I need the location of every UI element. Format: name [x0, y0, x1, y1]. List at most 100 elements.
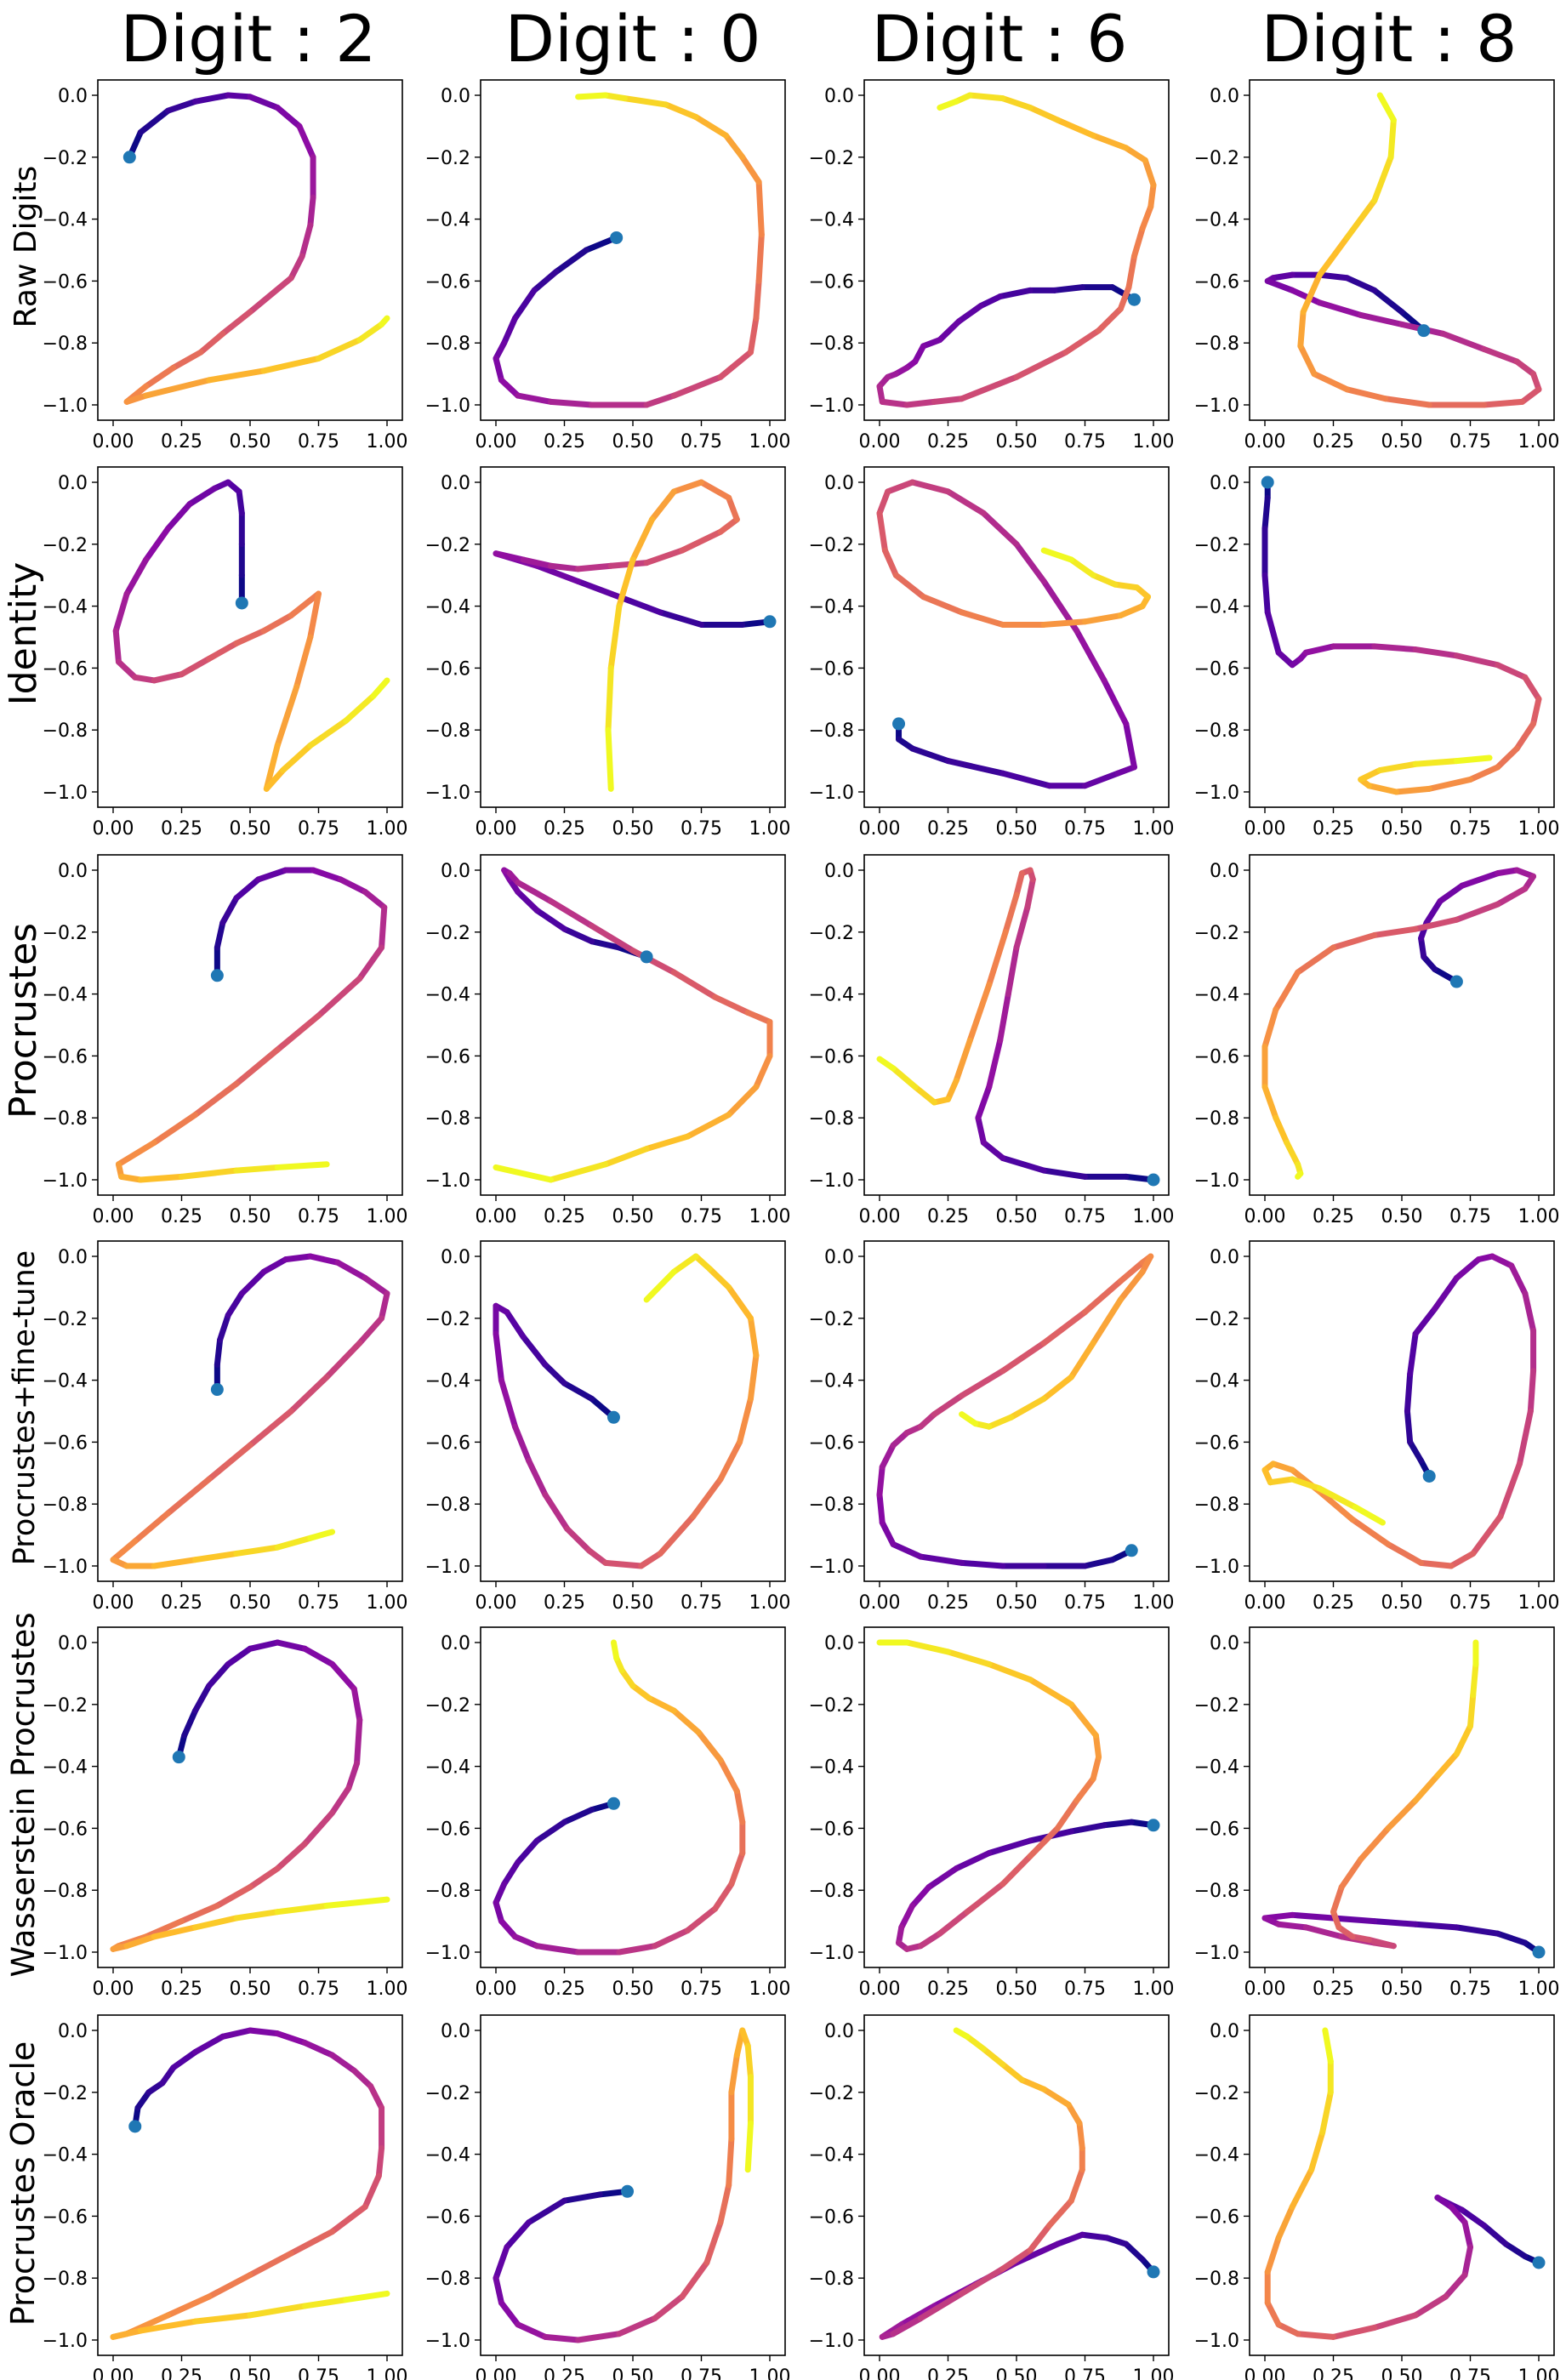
trajectory-segment [214, 920, 226, 951]
trajectory-segment [621, 95, 669, 108]
row-label-procrustes-fine-tune: Procrustes+fine-tune [8, 1250, 42, 1565]
x-tick-label: 1.00 [1133, 818, 1175, 840]
y-tick-label: −0.6 [1194, 271, 1239, 293]
trajectory-segment [186, 485, 218, 507]
x-tick-label: 0.50 [612, 818, 654, 840]
start-point-marker [610, 231, 624, 244]
trajectory-segment [533, 907, 567, 932]
trajectory-segment [274, 1534, 314, 1551]
x-tick-label: 0.25 [1313, 818, 1354, 840]
trajectory-segment [1295, 944, 1336, 976]
trajectory-segment [1495, 745, 1520, 771]
y-tick-label: −0.2 [809, 148, 854, 169]
trajectory-segment [1065, 2101, 1083, 2127]
trajectory-segment [498, 2299, 521, 2328]
y-tick-label: −0.8 [425, 1108, 470, 1130]
trajectory-segment [679, 2259, 710, 2300]
trajectory-segment [137, 1173, 185, 1183]
y-tick-label: −0.2 [425, 2083, 470, 2104]
trajectory-segment [753, 1052, 773, 1090]
trajectory-segment [1018, 2076, 1047, 2092]
trajectory-segment [909, 479, 951, 495]
y-tick-label: −0.2 [43, 923, 88, 944]
start-point-marker [128, 2120, 142, 2133]
trajectory-segment [1358, 311, 1405, 327]
trajectory-segment [931, 1392, 965, 1418]
trajectory-segment [959, 1559, 1006, 1569]
y-tick-label: −0.8 [809, 1881, 854, 1902]
y-tick-label: −0.4 [425, 2145, 470, 2166]
trajectory-segment [132, 1510, 171, 1545]
trajectory-segment [920, 594, 965, 616]
trajectory-segment [1344, 275, 1378, 293]
y-tick-label: −0.8 [1194, 2269, 1239, 2290]
start-point-marker [1449, 975, 1463, 988]
axes-frame [480, 79, 786, 421]
trajectory-segment [728, 2052, 740, 2096]
trajectory-segment [219, 895, 240, 926]
trajectory-segment [1470, 1660, 1479, 1699]
trajectory-segment [329, 2052, 357, 2074]
x-tick-label: 1.00 [1518, 1979, 1560, 2000]
y-tick-label: −0.2 [1194, 923, 1239, 944]
panel-procrustes-oracle-digit-6: 0.00 0.25 0.50 0.75 1.00 0.0 −0.2 −0.4 −0.6 −0.8 −… [809, 2014, 1174, 2380]
trajectory-segment [1027, 1825, 1061, 1859]
x-tick-label: 0.50 [996, 1979, 1038, 2000]
trajectory-segment [493, 550, 527, 563]
trajectory-segment [1040, 1374, 1074, 1402]
trajectory-segment [362, 2172, 382, 2210]
trajectory-segment [747, 315, 760, 356]
trajectory-segment [670, 969, 719, 1000]
start-point-marker [621, 2184, 635, 2198]
x-tick-label: 1.00 [749, 431, 791, 453]
trajectory-segment [301, 1809, 336, 1848]
trajectory-segment [151, 1112, 199, 1146]
y-tick-label: −0.4 [809, 985, 854, 1006]
x-tick-label: 0.75 [680, 1206, 722, 1227]
trajectory-segment [1330, 931, 1378, 951]
panel-procrustes-fine-tune-digit-2: 0.00 0.25 0.50 0.75 1.00 0.0 −0.2 −0.4 −0.6 −0.8 −… [43, 1240, 407, 1614]
trajectory-segment [1322, 2027, 1334, 2064]
panel-procrustes-oracle-digit-0: 0.00 0.25 0.50 0.75 1.00 0.0 −0.2 −0.4 −0.6 −0.8 −… [425, 2014, 791, 2380]
trajectory-segment [1358, 767, 1383, 783]
x-tick-label: 1.00 [749, 2366, 791, 2380]
trajectory-segment [1040, 2086, 1072, 2108]
start-point-marker [1147, 1173, 1160, 1187]
axes-frame [97, 79, 403, 421]
trajectory-segment [753, 277, 762, 322]
trajectory-segment [247, 1865, 281, 1891]
trajectory-segment [1284, 1139, 1301, 1168]
x-tick-label: 0.25 [1313, 1206, 1354, 1227]
y-tick-label: 0.0 [441, 1247, 470, 1268]
trajectory-segment [1261, 1084, 1279, 1121]
trajectory-segment [493, 2275, 504, 2306]
trajectory-segment [343, 692, 377, 724]
y-tick-label: −1.0 [43, 396, 88, 417]
y-tick-label: 0.0 [824, 2021, 854, 2042]
x-tick-label: 0.25 [161, 1979, 202, 2000]
trajectory-segment [1371, 154, 1394, 204]
trajectory-segment [618, 1667, 636, 1689]
start-point-marker [210, 1383, 224, 1397]
x-tick-label: 0.50 [1381, 818, 1423, 840]
trajectory-segment [602, 1559, 645, 1569]
start-point-marker [1127, 293, 1141, 306]
trajectory-segment [1040, 1309, 1088, 1347]
trajectory-segment [1068, 1701, 1099, 1739]
x-tick-label: 0.75 [298, 818, 339, 840]
trajectory-segment [1519, 386, 1542, 405]
y-tick-label: −1.0 [809, 396, 854, 417]
y-tick-label: −0.6 [1194, 658, 1239, 680]
x-tick-label: 0.25 [161, 818, 202, 840]
x-tick-label: 0.75 [1449, 818, 1491, 840]
y-tick-label: −0.2 [1194, 2083, 1239, 2104]
trajectory-segment [1423, 897, 1444, 926]
x-tick-label: 0.75 [1064, 1592, 1106, 1614]
trajectory-segment [356, 321, 385, 344]
trajectory-segment [1489, 1253, 1515, 1269]
trajectory-segment [370, 677, 390, 699]
y-tick-label: −0.4 [1194, 1371, 1239, 1392]
trajectory-segment [329, 1785, 352, 1816]
trajectory-segment [917, 2290, 965, 2322]
